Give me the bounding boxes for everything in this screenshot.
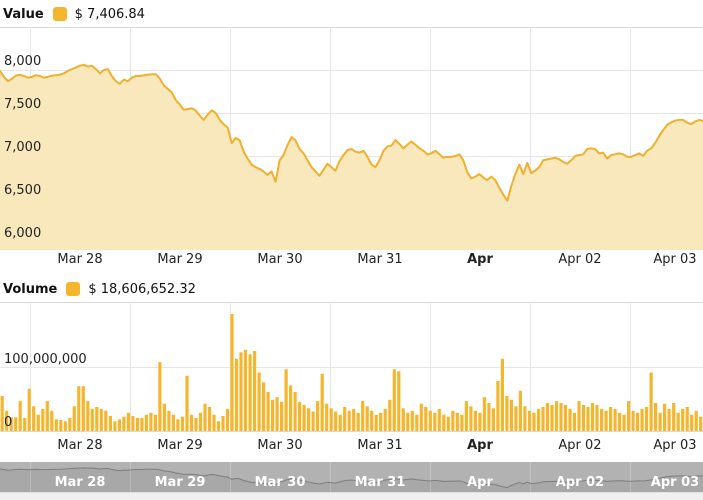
value-legend-swatch	[52, 7, 67, 21]
value-x-tick-label: Mar 29	[157, 252, 203, 267]
scrollbar-track[interactable]	[0, 492, 703, 500]
value-legend-title: Value	[3, 6, 44, 22]
volume-x-tick-label: Apr	[467, 438, 493, 453]
volume-legend-swatch	[66, 282, 81, 296]
value-x-tick-label: Mar 31	[357, 252, 403, 267]
value-x-tick-label: Apr	[467, 252, 493, 267]
value-x-axis: Mar 28 Mar 29 Mar 30 Mar 31 Apr Apr 02 Apr 03	[0, 252, 703, 269]
value-legend-amount: $ 7,406.84	[74, 6, 145, 22]
volume-x-tick-label: Apr 02	[558, 438, 602, 453]
volume-chart[interactable]: 100,000,000 0	[0, 302, 703, 432]
volume-x-axis: Mar 28 Mar 29 Mar 30 Mar 31 Apr Apr 02 Apr 03	[0, 438, 703, 455]
volume-chart-svg[interactable]	[0, 302, 703, 432]
value-legend: Value $ 7,406.84	[3, 5, 145, 23]
volume-legend-title: Volume	[3, 281, 58, 297]
volume-x-tick-label: Mar 30	[257, 438, 303, 453]
value-y-tick-label: 6,500	[4, 183, 42, 198]
navigator-svg[interactable]	[0, 462, 703, 492]
volume-x-tick-label: Mar 29	[157, 438, 203, 453]
volume-y-tick-label: 100,000,000	[4, 352, 87, 367]
volume-legend-amount: $ 18,606,652.32	[88, 281, 196, 297]
value-y-tick-label: 6,000	[4, 226, 42, 241]
value-x-tick-label: Mar 28	[57, 252, 103, 267]
value-y-tick-label: 8,000	[4, 54, 42, 69]
value-x-tick-label: Apr 03	[653, 252, 697, 267]
volume-x-tick-label: Apr 03	[653, 438, 697, 453]
value-chart[interactable]: 8,000 7,500 7,000 6,500 6,000	[0, 27, 703, 250]
value-x-tick-label: Apr 02	[558, 252, 602, 267]
volume-x-tick-label: Mar 28	[57, 438, 103, 453]
navigator[interactable]	[0, 462, 703, 492]
value-x-tick-label: Mar 30	[257, 252, 303, 267]
value-y-tick-label: 7,000	[4, 140, 42, 155]
volume-legend: Volume $ 18,606,652.32	[3, 280, 196, 298]
volume-y-tick-label: 0	[4, 415, 13, 430]
value-chart-svg[interactable]	[0, 27, 703, 250]
value-y-tick-label: 7,500	[4, 97, 42, 112]
volume-x-tick-label: Mar 31	[357, 438, 403, 453]
